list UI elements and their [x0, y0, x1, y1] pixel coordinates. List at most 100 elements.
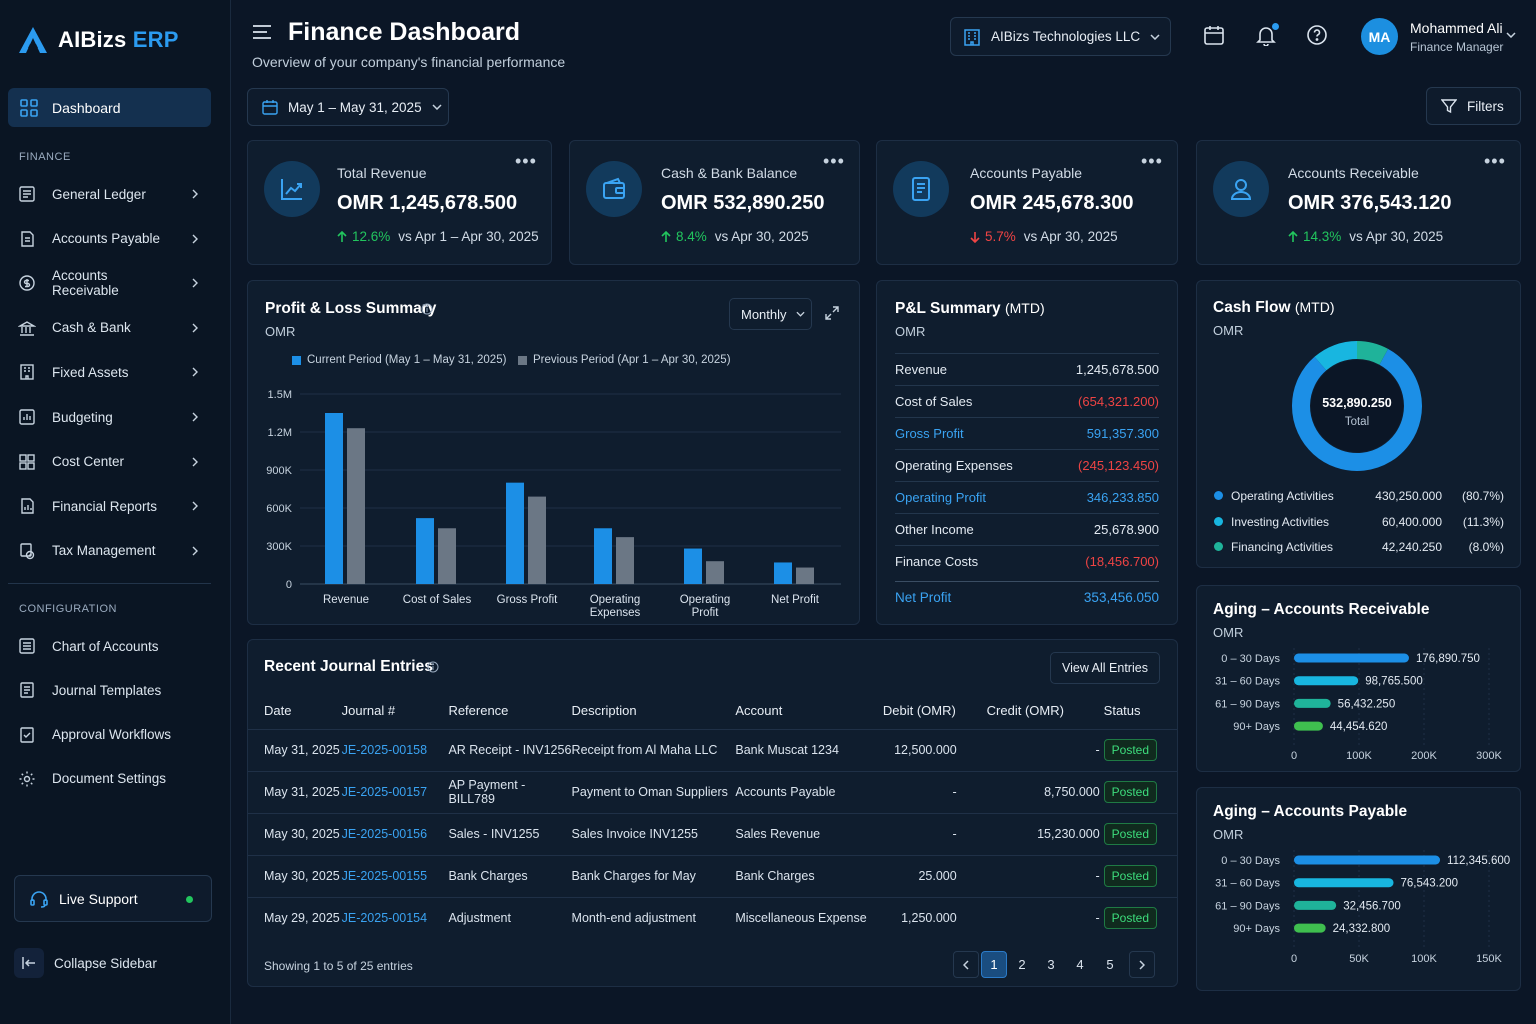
- cash-flow-label: Financing Activities: [1231, 540, 1334, 554]
- aging-bar[interactable]: [1294, 676, 1359, 686]
- aging-bar[interactable]: [1294, 653, 1409, 663]
- table-row[interactable]: May 31, 2025 JE-2025-00158 AR Receipt - IN…: [248, 728, 1177, 771]
- user-menu-chevron-icon[interactable]: [1506, 32, 1516, 38]
- avatar[interactable]: MA: [1361, 18, 1398, 55]
- bar-previous[interactable]: [706, 561, 724, 584]
- aging-bar[interactable]: [1294, 900, 1337, 910]
- aging-bar[interactable]: [1294, 721, 1323, 731]
- legend-previous: Previous Period (Apr 1 – Apr 30, 2025): [518, 354, 731, 366]
- approval-icon: [18, 726, 36, 744]
- table-row[interactable]: May 30, 2025 JE-2025-00156 Sales - INV1255…: [248, 812, 1177, 855]
- kpi-card-cash-bank-balance[interactable]: Cash & Bank Balance OMR 532,890.250 8.4% vs…: [569, 140, 860, 265]
- sidebar-item-chart-of-accounts[interactable]: Chart of Accounts: [18, 634, 198, 658]
- collapse-sidebar-button[interactable]: Collapse Sidebar: [14, 948, 157, 978]
- sidebar-item-cash-bank[interactable]: Cash & Bank: [18, 316, 198, 340]
- column-header[interactable]: Account: [735, 703, 783, 719]
- cell-text: Payment to Oman Suppliers: [571, 785, 728, 799]
- table-row[interactable]: May 31, 2025 JE-2025-00157 AP Payment - BI…: [248, 770, 1177, 813]
- filters-button[interactable]: Filters: [1426, 87, 1521, 125]
- sidebar-item-tax-management[interactable]: Tax Management: [18, 539, 198, 563]
- column-header[interactable]: Description: [571, 703, 637, 719]
- pagination-page-4[interactable]: 4: [1076, 957, 1084, 972]
- sidebar-item-accounts-payable[interactable]: Accounts Payable: [18, 227, 198, 251]
- table-row[interactable]: May 30, 2025 JE-2025-00155 Bank Charges Ban…: [248, 854, 1177, 897]
- aging-bar[interactable]: [1294, 923, 1326, 933]
- journal-number-link[interactable]: JE-2025-00157: [341, 785, 428, 799]
- column-header[interactable]: Date: [264, 703, 292, 719]
- sidebar-item-approval-workflows[interactable]: Approval Workflows: [18, 723, 198, 747]
- payable-icon: [18, 230, 36, 248]
- bar-previous[interactable]: [438, 528, 456, 584]
- more-options-icon[interactable]: •••: [1484, 151, 1506, 171]
- column-header[interactable]: Reference: [448, 703, 509, 719]
- help-icon[interactable]: [1306, 24, 1328, 46]
- column-header[interactable]: Status: [1103, 703, 1141, 719]
- calendar-icon[interactable]: [1203, 24, 1225, 46]
- donut-slice[interactable]: [1314, 341, 1358, 371]
- bar-current[interactable]: [684, 548, 702, 584]
- sidebar-item-budgeting[interactable]: Budgeting: [18, 405, 198, 429]
- bell-icon[interactable]: [1255, 24, 1277, 46]
- sidebar-item-accounts-receivable[interactable]: Accounts Receivable: [18, 268, 198, 298]
- bar-current[interactable]: [416, 518, 434, 584]
- more-options-icon[interactable]: •••: [823, 151, 845, 171]
- bar-current[interactable]: [594, 528, 612, 584]
- sidebar-item-label: Financial Reports: [52, 498, 158, 514]
- pagination-next-button[interactable]: [1129, 951, 1155, 978]
- bar-current[interactable]: [506, 482, 524, 584]
- pagination-page-5[interactable]: 5: [1106, 957, 1114, 972]
- column-header[interactable]: Journal #: [341, 703, 396, 719]
- donut-slice[interactable]: [1292, 348, 1422, 471]
- sidebar-item-financial-reports[interactable]: Financial Reports: [18, 494, 198, 518]
- app-logo[interactable]: AIBizs ERP: [18, 26, 179, 54]
- table-row[interactable]: May 29, 2025 JE-2025-00154 Adjustment Month…: [248, 896, 1177, 939]
- bar-previous[interactable]: [796, 567, 814, 584]
- pagination-prev-button[interactable]: [953, 951, 979, 978]
- x-tick-label: Net Profit: [771, 594, 820, 606]
- journal-number-link[interactable]: JE-2025-00154: [341, 911, 428, 926]
- sidebar-item-fixed-assets[interactable]: Fixed Assets: [18, 360, 198, 384]
- bar-current[interactable]: [325, 413, 343, 584]
- expand-icon[interactable]: [824, 305, 840, 321]
- sidebar-item-general-ledger[interactable]: General Ledger: [18, 182, 198, 206]
- journal-number-link[interactable]: JE-2025-00155: [341, 869, 428, 883]
- column-header[interactable]: Credit (OMR): [986, 703, 1064, 719]
- donut-slice[interactable]: [1356, 341, 1389, 365]
- date-range-picker[interactable]: May 1 – May 31, 2025: [247, 88, 449, 126]
- sidebar-item-journal-templates[interactable]: Journal Templates: [18, 678, 198, 702]
- period-select[interactable]: Monthly: [729, 298, 812, 330]
- view-all-entries-button[interactable]: View All Entries: [1050, 652, 1160, 684]
- info-icon[interactable]: [427, 661, 439, 673]
- menu-icon[interactable]: [252, 24, 272, 40]
- pl-summary-row: Cost of Sales (654,321.200): [895, 385, 1159, 417]
- kpi-card-accounts-receivable[interactable]: Accounts Receivable OMR 376,543.120 14.3% v…: [1196, 140, 1521, 265]
- table-cell: Accounts Payable: [735, 770, 883, 813]
- journal-number-link[interactable]: JE-2025-00158: [341, 743, 428, 757]
- journal-number-link[interactable]: JE-2025-00156: [341, 827, 428, 841]
- aging-bar[interactable]: [1294, 698, 1331, 708]
- live-support-button[interactable]: Live Support: [14, 875, 212, 922]
- sidebar-item-cost-center[interactable]: Cost Center: [18, 450, 198, 474]
- sidebar-item-document-settings[interactable]: Document Settings: [18, 767, 198, 791]
- aging-bucket-label: 0 – 30 Days: [1221, 653, 1280, 665]
- company-selector[interactable]: AIBizs Technologies LLC: [950, 17, 1171, 56]
- sidebar-item-dashboard[interactable]: Dashboard: [8, 88, 211, 127]
- bar-previous[interactable]: [616, 537, 634, 584]
- x-tick-label: Profit: [692, 607, 720, 619]
- aging-bar[interactable]: [1294, 878, 1394, 888]
- live-support-label: Live Support: [59, 890, 138, 907]
- pagination-page-3[interactable]: 3: [1047, 957, 1055, 972]
- kpi-card-total-revenue[interactable]: Total Revenue OMR 1,245,678.500 12.6% vs Ap…: [247, 140, 552, 265]
- bar-previous[interactable]: [347, 428, 365, 584]
- kpi-card-accounts-payable[interactable]: Accounts Payable OMR 245,678.300 5.7% vs Ap…: [876, 140, 1178, 265]
- aging-bar[interactable]: [1294, 855, 1441, 865]
- more-options-icon[interactable]: •••: [515, 151, 537, 171]
- user-name[interactable]: Mohammed Ali: [1410, 20, 1503, 36]
- info-icon[interactable]: [421, 303, 433, 315]
- more-options-icon[interactable]: •••: [1141, 151, 1163, 171]
- column-header[interactable]: Debit (OMR): [882, 703, 956, 719]
- bar-current[interactable]: [774, 562, 792, 584]
- pagination-page-2[interactable]: 2: [1018, 957, 1026, 972]
- pagination-page-1[interactable]: 1: [981, 951, 1007, 978]
- bar-previous[interactable]: [528, 496, 546, 584]
